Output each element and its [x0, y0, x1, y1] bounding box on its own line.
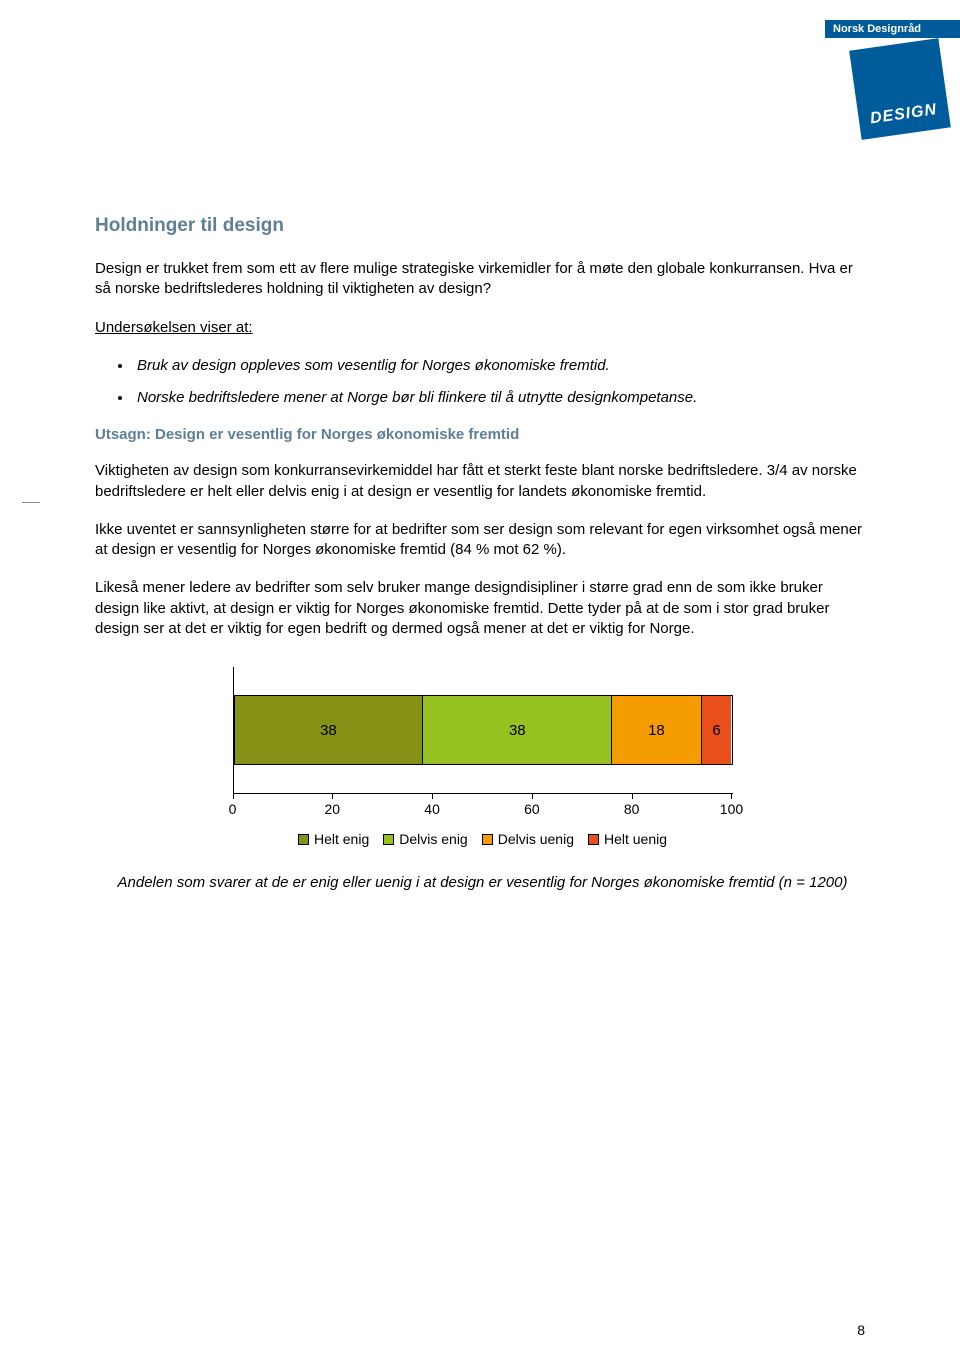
chart-legend: Helt enig Delvis enig Delvis uenig Helt … [233, 831, 733, 847]
margin-dash [22, 502, 40, 503]
page-number: 8 [857, 1322, 865, 1338]
legend-label: Helt enig [314, 831, 369, 847]
legend-item: Delvis enig [383, 831, 467, 847]
list-item: Bruk av design oppleves som vesentlig fo… [133, 356, 870, 376]
legend-swatch [482, 834, 493, 845]
legend-item: Helt uenig [588, 831, 667, 847]
legend-item: Helt enig [298, 831, 369, 847]
stacked-bar: 38 38 18 6 [234, 695, 733, 765]
main-content: Holdninger til design Design er trukket … [95, 215, 870, 893]
section-subheading: Utsagn: Design er vesentlig for Norges ø… [95, 426, 870, 443]
logo: Norsk Designråd DESIGN [825, 20, 960, 134]
bullet-list: Bruk av design oppleves som vesentlig fo… [133, 356, 870, 409]
stacked-bar-chart: 38 38 18 6 0 20 40 60 80 100 Helt enig D… [233, 667, 733, 847]
legend-label: Delvis enig [399, 831, 467, 847]
list-item: Norske bedriftsledere mener at Norge bør… [133, 388, 870, 408]
logo-bar-text: Norsk Designråd [825, 20, 960, 38]
legend-swatch [298, 834, 309, 845]
legend-item: Delvis uenig [482, 831, 574, 847]
survey-label: Undersøkelsen viser at: [95, 318, 870, 338]
legend-label: Delvis uenig [498, 831, 574, 847]
body-paragraph: Ikke uventet er sannsynligheten større f… [95, 520, 870, 561]
bar-segment-delvis-uenig: 18 [612, 696, 701, 764]
legend-swatch [383, 834, 394, 845]
bar-segment-helt-uenig: 6 [702, 696, 732, 764]
bar-segment-delvis-enig: 38 [423, 696, 612, 764]
body-paragraph: Viktigheten av design som konkurransevir… [95, 461, 870, 502]
chart-plot-area: 38 38 18 6 [233, 667, 733, 794]
logo-box: DESIGN [849, 38, 951, 140]
chart-caption: Andelen som svarer at de er enig eller u… [98, 873, 868, 893]
logo-box-text: DESIGN [869, 101, 938, 128]
bar-segment-helt-enig: 38 [235, 696, 424, 764]
page-title: Holdninger til design [95, 215, 870, 237]
legend-label: Helt uenig [604, 831, 667, 847]
body-paragraph: Likeså mener ledere av bedrifter som sel… [95, 578, 870, 639]
legend-swatch [588, 834, 599, 845]
intro-paragraph: Design er trukket frem som ett av flere … [95, 259, 870, 300]
